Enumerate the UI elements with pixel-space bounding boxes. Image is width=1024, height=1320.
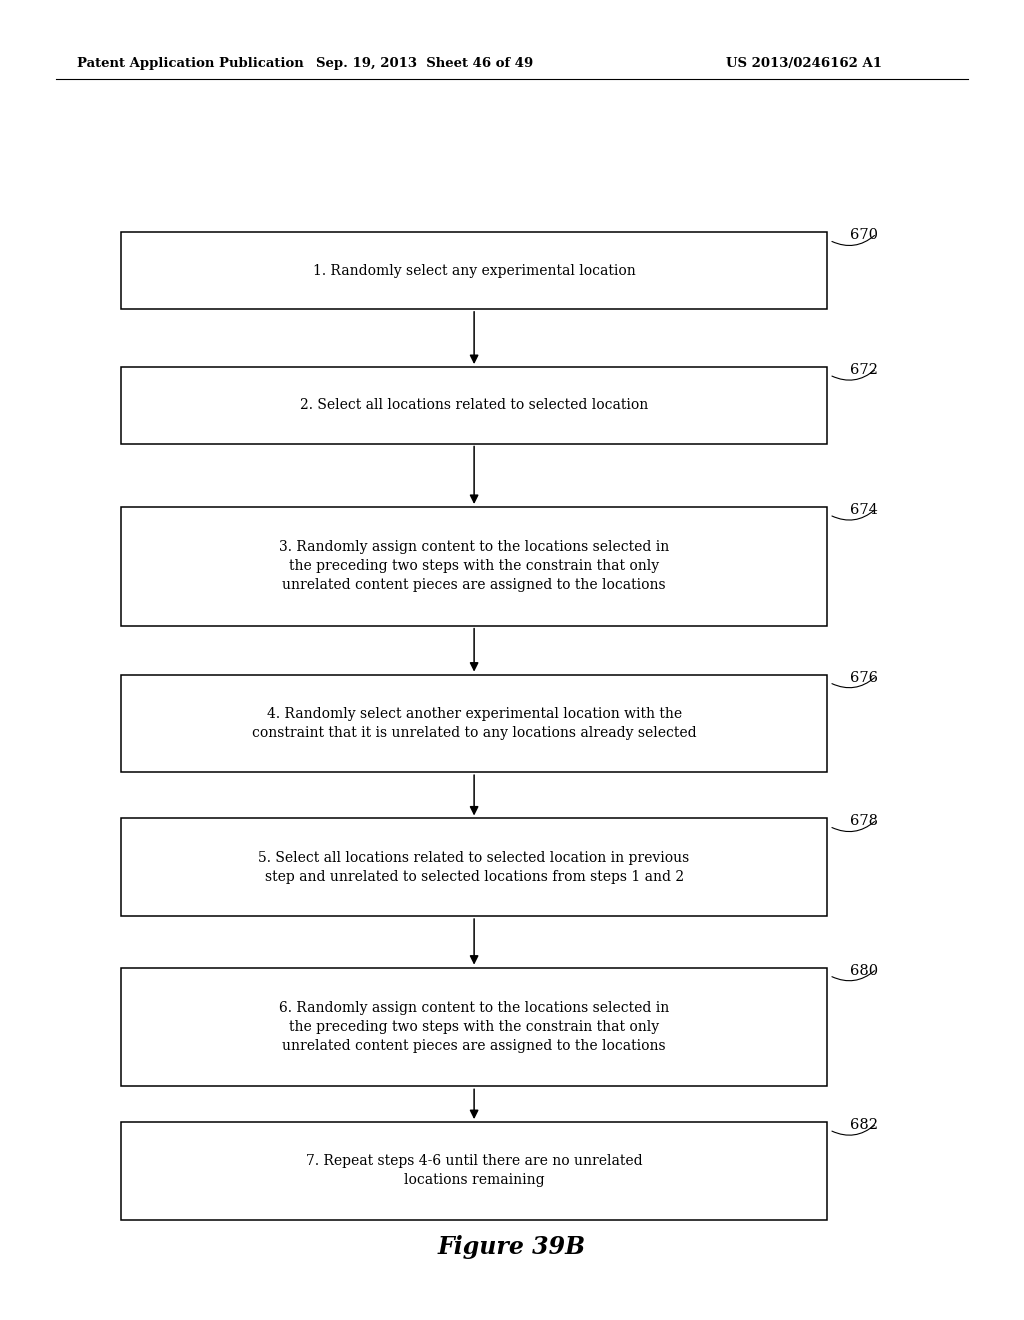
Bar	[121, 367, 827, 444]
Text: 6. Randomly assign content to the locations selected in
the preceding two steps : 6. Randomly assign content to the locati…	[279, 1001, 670, 1053]
Text: Patent Application Publication: Patent Application Publication	[77, 57, 303, 70]
Bar	[121, 968, 827, 1086]
Text: US 2013/0246162 A1: US 2013/0246162 A1	[726, 57, 882, 70]
Bar	[121, 507, 827, 626]
Text: 7. Repeat steps 4-6 until there are no unrelated
locations remaining: 7. Repeat steps 4-6 until there are no u…	[306, 1155, 642, 1187]
Bar	[121, 818, 827, 916]
Text: 682: 682	[850, 1118, 878, 1133]
Text: 676: 676	[850, 671, 878, 685]
Text: Figure 39B: Figure 39B	[438, 1236, 586, 1259]
Text: 672: 672	[850, 363, 878, 378]
Text: 678: 678	[850, 814, 878, 829]
Text: 674: 674	[850, 503, 878, 517]
Text: 3. Randomly assign content to the locations selected in
the preceding two steps : 3. Randomly assign content to the locati…	[279, 540, 670, 593]
Text: Sep. 19, 2013  Sheet 46 of 49: Sep. 19, 2013 Sheet 46 of 49	[316, 57, 534, 70]
Bar	[121, 1122, 827, 1220]
Text: 2. Select all locations related to selected location: 2. Select all locations related to selec…	[300, 399, 648, 412]
Text: 680: 680	[850, 964, 878, 978]
Bar	[121, 232, 827, 309]
Text: 5. Select all locations related to selected location in previous
step and unrela: 5. Select all locations related to selec…	[258, 851, 690, 883]
Text: 1. Randomly select any experimental location: 1. Randomly select any experimental loca…	[312, 264, 636, 277]
Text: 670: 670	[850, 228, 878, 243]
Bar	[121, 675, 827, 772]
Text: 4. Randomly select another experimental location with the
constraint that it is : 4. Randomly select another experimental …	[252, 708, 696, 739]
